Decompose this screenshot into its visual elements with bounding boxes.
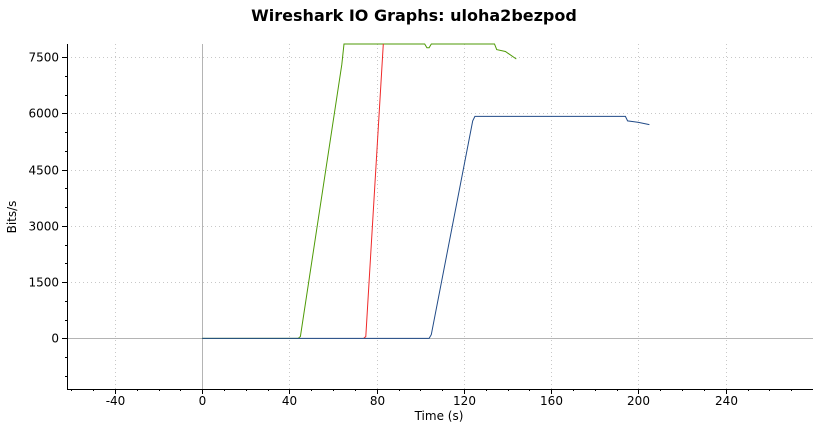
x-tick-label: 120 [453, 394, 476, 408]
x-tick-label: -40 [106, 394, 126, 408]
grid-lines [67, 44, 813, 389]
series-line-1 [202, 43, 517, 339]
y-tick-label: 6000 [28, 107, 59, 121]
y-tick-label: 1500 [28, 276, 59, 290]
x-tick-label: 80 [370, 394, 385, 408]
x-tick-label: 240 [715, 394, 738, 408]
x-tick-label: 160 [540, 394, 563, 408]
chart-title: Wireshark IO Graphs: uloha2bezpod [251, 6, 577, 25]
series-line-2 [363, 43, 384, 339]
series-layer [202, 43, 650, 339]
x-tick-label: 40 [282, 394, 297, 408]
x-axis-label: Time (s) [414, 409, 464, 423]
axes: -40 0 40 80 120 160 200 240 0 1500 3000 4500 6000 750… [28, 44, 813, 408]
y-tick-label: 3000 [28, 220, 59, 234]
y-tick-label: 4500 [28, 164, 59, 178]
x-tick-label: 200 [627, 394, 650, 408]
y-tick-label: 7500 [28, 51, 59, 65]
series-line-3 [202, 115, 650, 339]
y-axis-label: Bits/s [5, 201, 19, 234]
y-tick-label: 0 [51, 332, 59, 346]
x-tick-label: 0 [199, 394, 207, 408]
